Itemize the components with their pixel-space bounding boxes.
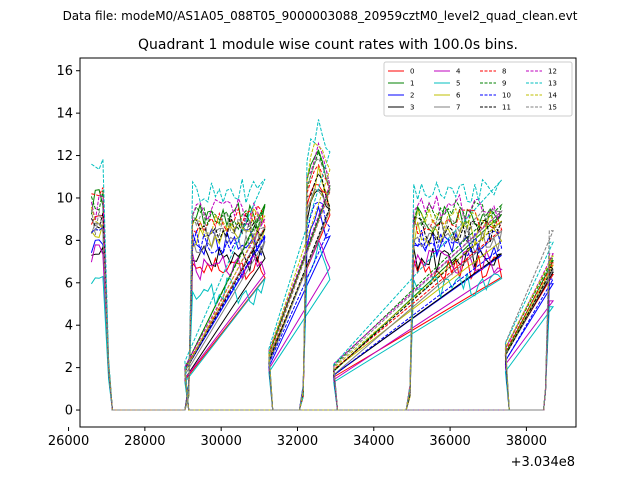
x-axis-offset-label: +3.034e8 (511, 455, 575, 470)
y-axis: 0 2 4 6 8 10 12 14 16 (56, 64, 80, 419)
legend-label-4: 4 (456, 68, 461, 76)
y-tick-label: 10 (56, 191, 73, 206)
x-tick-label: 36000 (429, 434, 470, 449)
x-tick-label: 38000 (506, 434, 547, 449)
legend-label-10: 10 (502, 92, 511, 100)
series-layer (90, 119, 555, 411)
legend-label-3: 3 (410, 104, 414, 112)
legend-label-14: 14 (548, 92, 557, 100)
y-tick-label: 6 (65, 276, 73, 291)
y-tick-label: 2 (65, 361, 73, 376)
y-tick-label: 12 (56, 149, 73, 164)
legend-label-9: 9 (502, 80, 506, 88)
legend-label-13: 13 (548, 80, 557, 88)
legend-label-2: 2 (410, 92, 414, 100)
y-tick-label: 14 (56, 107, 73, 122)
chart-title: Quadrant 1 module wise count rates with … (138, 37, 518, 53)
x-tick-label: 28000 (124, 434, 165, 449)
legend-label-7: 7 (456, 104, 460, 112)
legend-label-11: 11 (502, 104, 511, 112)
legend-label-5: 5 (456, 80, 460, 88)
series-line-15 (90, 157, 554, 411)
y-tick-label: 0 (65, 404, 73, 419)
legend-label-6: 6 (456, 92, 461, 100)
axes-frame (79, 57, 577, 428)
x-tick-label: 26000 (48, 434, 89, 449)
x-tick-label: 32000 (277, 434, 318, 449)
legend-label-0: 0 (410, 68, 414, 76)
x-axis: 26000 28000 30000 32000 34000 36000 38000 (48, 427, 547, 449)
legend-label-8: 8 (502, 68, 506, 76)
legend-label-15: 15 (548, 104, 557, 112)
y-tick-label: 16 (56, 64, 73, 79)
legend-box (383, 61, 573, 117)
y-tick-label: 4 (65, 319, 73, 334)
legend-label-12: 12 (548, 68, 557, 76)
legend-label-1: 1 (410, 80, 414, 88)
y-tick-label: 8 (65, 234, 73, 249)
x-tick-label: 34000 (353, 434, 394, 449)
chart-suptitle: Data file: modeM0/AS1A05_088T05_90000030… (63, 9, 578, 23)
x-tick-label: 30000 (200, 434, 241, 449)
